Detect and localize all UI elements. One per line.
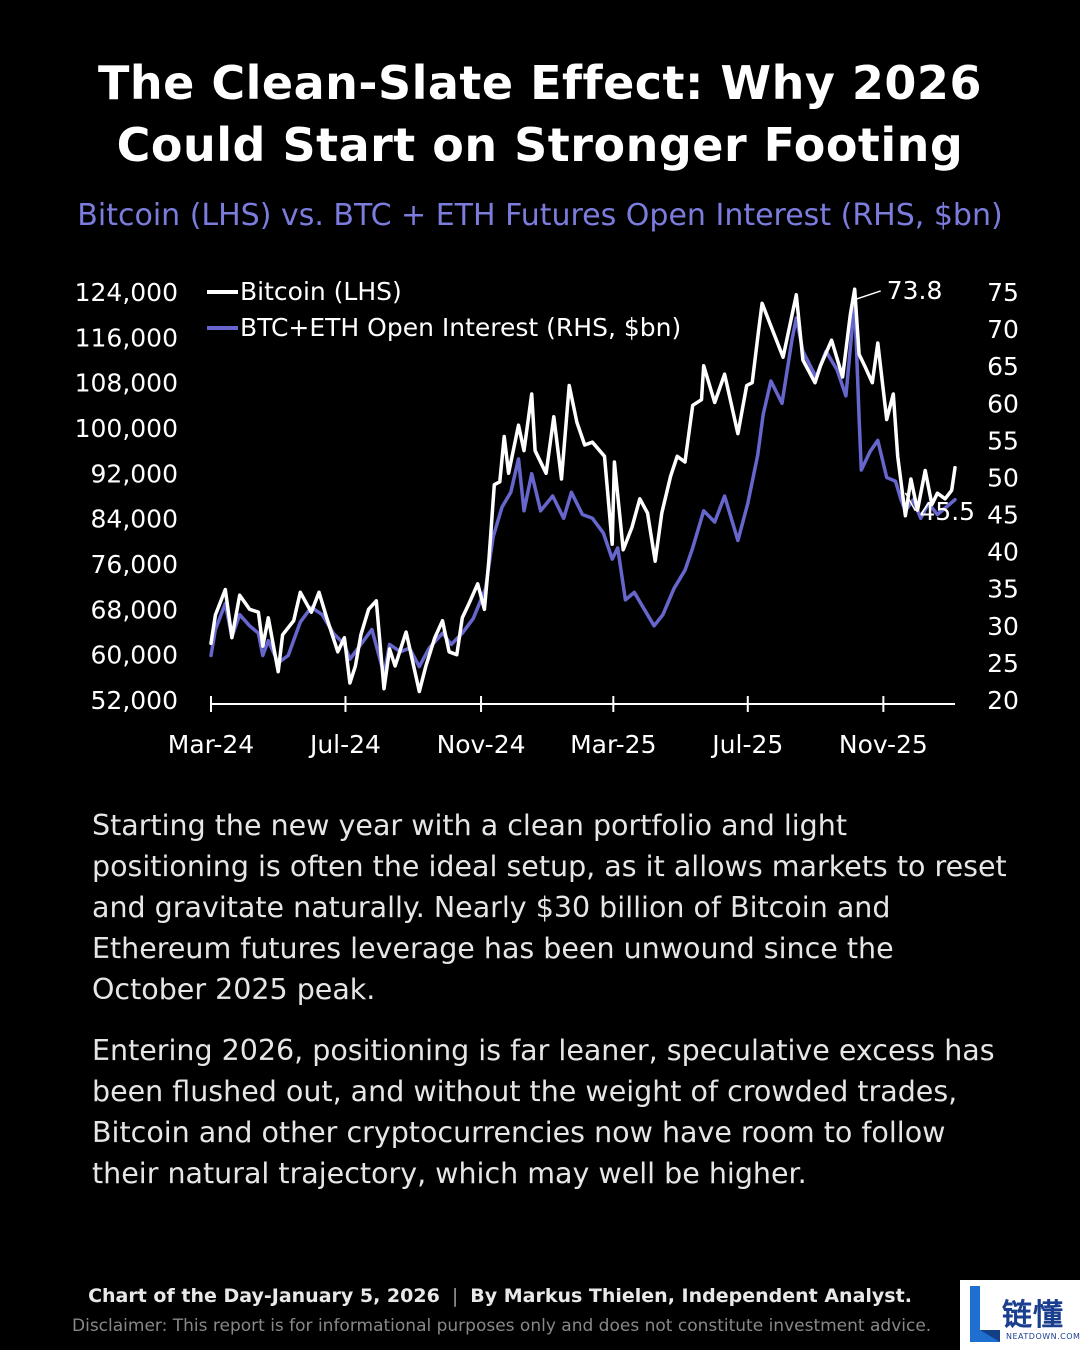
legend-label-btc: Bitcoin (LHS) (240, 277, 402, 306)
y-left-tick-label: 60,000 (91, 641, 178, 670)
y-left-tick-label: 76,000 (91, 550, 178, 579)
annotation-layer: 73.8 45.5 (856, 276, 975, 526)
y-left-tick-label: 100,000 (75, 414, 178, 443)
y-right-tick-label: 65 (987, 352, 1019, 381)
body-paragraph-1: Starting the new year with a clean portf… (92, 809, 1007, 1006)
y-right-tick-label: 75 (987, 278, 1019, 307)
brand-logo-cn: 链懂 (1002, 1298, 1064, 1333)
page-title: The Clean-Slate Effect: Why 2026 Could S… (0, 52, 1080, 176)
y-left-tick-label: 92,000 (91, 459, 178, 488)
brand-logo-en: NEATDOWN.COM (1006, 1332, 1080, 1341)
y-left-tick-label: 52,000 (91, 686, 178, 715)
y-right-tick-label: 30 (987, 612, 1019, 641)
disclaimer: Disclaimer: This report is for informati… (72, 1316, 932, 1336)
annotation-leader (904, 492, 917, 512)
brand-logo-icon (970, 1286, 1000, 1342)
x-axis: Mar-24 Jul-24 Nov-24 Mar-25 Jul-25 Nov-25 (168, 696, 955, 759)
title-line-1: The Clean-Slate Effect: Why 2026 (98, 56, 982, 110)
body-paragraph-2: Entering 2026, positioning is far leaner… (92, 1034, 995, 1190)
y-right-tick-label: 35 (987, 575, 1019, 604)
y-right-tick-label: 40 (987, 538, 1019, 567)
y-right-tick-label: 55 (987, 426, 1019, 455)
x-tick-label: Mar-25 (570, 730, 656, 759)
x-tick-label: Jul-24 (308, 730, 381, 759)
y-left-tick-label: 108,000 (75, 369, 178, 398)
annotation-leader (856, 290, 881, 300)
y-left-tick-label: 116,000 (75, 323, 178, 352)
y-left-tick-label: 68,000 (91, 595, 178, 624)
y-right-tick-label: 25 (987, 649, 1019, 678)
y-right-tick-label: 60 (987, 389, 1019, 418)
y-right-tick-label: 20 (987, 686, 1019, 715)
brand-logo: 链懂 NEATDOWN.COM (960, 1280, 1080, 1350)
x-tick-label: Nov-25 (839, 730, 928, 759)
title-line-2: Could Start on Stronger Footing (116, 118, 964, 172)
y-right-tick-label: 70 (987, 315, 1019, 344)
x-tick-label: Mar-24 (168, 730, 254, 759)
footer-separator: | (451, 1285, 459, 1307)
footer-credit: Chart of the Day-January 5, 2026 | By Mark… (0, 1285, 1000, 1307)
line-chart: Bitcoin (LHS) BTC+ETH Open Interest (RHS… (75, 276, 1019, 759)
series-line-bitcoin (209, 287, 957, 694)
y-right-tick-label: 50 (987, 463, 1019, 492)
chart-legend: Bitcoin (LHS) BTC+ETH Open Interest (RHS… (207, 277, 681, 342)
annotation-peak-label: 73.8 (887, 276, 943, 305)
y-left-tick-label: 124,000 (75, 278, 178, 307)
author-label: By Markus Thielen, Independent Analyst. (470, 1285, 912, 1307)
annotation-trough-label: 45.5 (919, 497, 975, 526)
chart-of-day-label: Chart of the Day-January 5, 2026 (88, 1285, 440, 1307)
x-tick-label: Jul-25 (710, 730, 783, 759)
y-left-tick-label: 84,000 (91, 505, 178, 534)
series-layer (209, 287, 957, 694)
chart-subtitle: Bitcoin (LHS) vs. BTC + ETH Futures Open… (77, 198, 1003, 233)
y-right-tick-label: 45 (987, 501, 1019, 530)
right-axis: 75 70 65 60 55 50 45 40 35 30 25 20 (987, 278, 1019, 715)
legend-label-oi: BTC+ETH Open Interest (RHS, $bn) (240, 313, 681, 342)
left-axis: 124,000 116,000 108,000 100,000 92,000 84,000… (75, 278, 178, 715)
x-tick-label: Nov-24 (437, 730, 526, 759)
